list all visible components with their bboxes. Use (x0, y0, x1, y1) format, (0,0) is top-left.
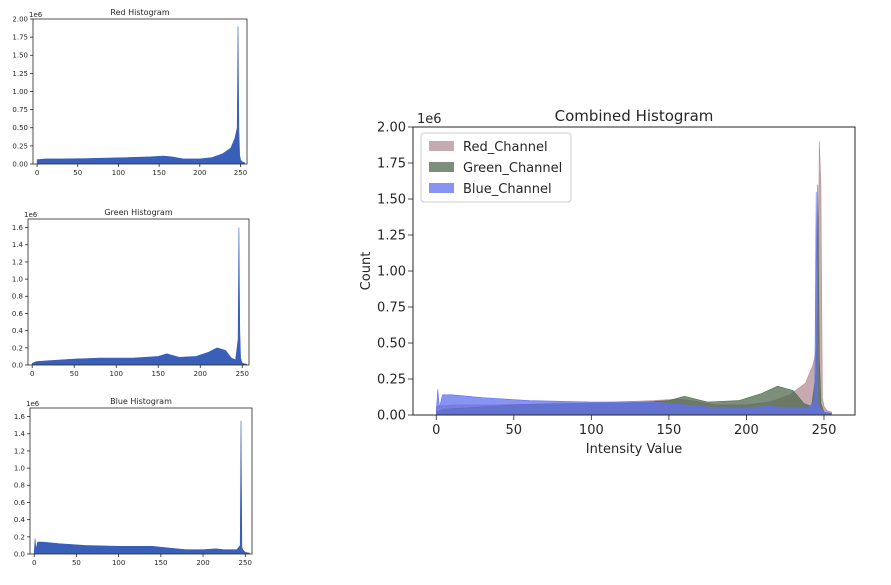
blue-offset-text: 1e6 (26, 400, 40, 408)
combined-xlabel: Intensity Value (586, 442, 682, 457)
blue-xtick-label: 250 (239, 559, 252, 567)
combined-xtick-label: 250 (812, 423, 837, 438)
combined-ytick-label: 1.25 (377, 229, 406, 244)
green-ytick-label: 1.6 (12, 224, 24, 232)
red-series-histogram (36, 26, 245, 164)
red-xtick-label: 0 (35, 169, 39, 177)
combined-series-blue-channel (436, 191, 832, 415)
blue-xtick-label: 200 (196, 559, 209, 567)
blue-xtick-label: 50 (72, 559, 81, 567)
green-xtick-label: 250 (236, 370, 249, 378)
combined-ytick-label: 0.00 (377, 409, 406, 424)
red-xtick-label: 250 (234, 169, 247, 177)
red-plot-area (36, 26, 245, 164)
combined-xtick-label: 200 (734, 423, 759, 438)
combined-legend-swatch (429, 162, 454, 172)
green-offset-text: 1e6 (24, 211, 38, 219)
blue-ytick-label: 1.6 (14, 413, 26, 421)
green-xtick-label: 150 (152, 370, 165, 378)
green-ytick-label: 0.6 (12, 310, 24, 318)
green-ytick-label: 1.0 (12, 276, 23, 284)
green-plot-area (31, 227, 247, 365)
green-series-histogram (31, 227, 247, 365)
combined-xtick-label: 0 (432, 423, 440, 438)
green-xtick-label: 100 (110, 370, 123, 378)
green-ytick-label: 0.4 (12, 327, 24, 335)
green-ytick-label: 0.8 (12, 293, 23, 301)
combined-ytick-label: 2.00 (377, 121, 406, 136)
blue-ytick-label: 1.2 (14, 447, 25, 455)
blue-ytick-label: 0.2 (14, 533, 25, 541)
red-xtick-label: 100 (112, 169, 125, 177)
green-xtick-label: 50 (70, 370, 79, 378)
green-ytick-label: 0.0 (12, 361, 23, 369)
red-ytick-label: 0.25 (12, 142, 28, 150)
red-xtick-label: 150 (152, 169, 165, 177)
combined-xtick-label: 50 (506, 423, 523, 438)
combined-legend-swatch (429, 141, 454, 151)
red-ytick-label: 1.25 (12, 70, 28, 78)
combined-xtick-label: 100 (579, 423, 604, 438)
red-ytick-label: 1.50 (12, 52, 28, 60)
combined-legend-box (420, 132, 572, 203)
red-offset-text: 1e6 (29, 11, 43, 19)
red-ytick-label: 0.75 (12, 106, 28, 114)
red-axes-frame (32, 18, 248, 165)
green-xtick-label: 200 (194, 370, 207, 378)
blue-series-histogram (33, 420, 250, 554)
combined-plot-area (436, 141, 832, 415)
combined-xtick-label: 150 (656, 423, 681, 438)
blue-plot-area (33, 420, 250, 554)
red-ytick-label: 1.75 (12, 34, 28, 42)
blue-ytick-label: 0.0 (14, 550, 25, 558)
combined-ytick-label: 0.25 (377, 373, 406, 388)
red-chart: 0 50 100 150 200 250 0.00 0.25 0.50 0.75 1.00 1.25 1… (12, 8, 248, 177)
combined-offset-text: 1e6 (417, 112, 442, 127)
blue-title: Blue Histogram (110, 397, 172, 406)
combined-ytick-label: 1.75 (377, 157, 406, 172)
combined-legend-label: Red_Channel (463, 140, 548, 155)
combined-ytick-label: 1.00 (377, 265, 406, 280)
green-xtick-label: 0 (30, 370, 34, 378)
green-ytick-label: 0.2 (12, 344, 23, 352)
green-axes-frame (27, 218, 250, 366)
green-ytick-label: 1.2 (12, 258, 23, 266)
combined-ytick-label: 1.50 (377, 193, 406, 208)
combined-legend-label: Blue_Channel (463, 182, 552, 197)
combined-ylabel: Count (359, 252, 374, 291)
combined-ytick-label: 0.50 (377, 337, 406, 352)
combined-legend-swatch (429, 183, 454, 193)
combined-title: Combined Histogram (555, 107, 714, 125)
blue-ytick-label: 1.0 (14, 465, 25, 473)
green-title: Green Histogram (104, 208, 172, 217)
red-ytick-label: 0.50 (12, 124, 28, 132)
red-xtick-label: 50 (73, 169, 82, 177)
combined-series-green-channel (436, 184, 832, 415)
combined-chart: 0 50 100 150 200 250 0.00 0.25 0.50 0.75 1.00 1.25 1… (359, 107, 856, 457)
blue-ytick-label: 0.4 (14, 516, 26, 524)
blue-axes-frame (29, 407, 253, 555)
red-ytick-label: 0.00 (12, 160, 28, 168)
red-ytick-label: 2.00 (12, 15, 28, 23)
green-chart: 0 50 100 150 200 250 0.0 0.2 0.4 0.6 0.8 1.0 1.2 1.4 1… (12, 208, 250, 378)
blue-xtick-label: 0 (32, 559, 36, 567)
blue-xtick-label: 150 (154, 559, 167, 567)
red-xtick-label: 200 (193, 169, 206, 177)
combined-ytick-label: 0.75 (377, 301, 406, 316)
blue-chart: 0 50 100 150 200 250 0.0 0.2 0.4 0.6 0.8 1.0 1.2 1.4 1… (14, 397, 253, 567)
blue-ytick-label: 0.6 (14, 499, 26, 507)
blue-ytick-label: 0.8 (14, 482, 25, 490)
red-title: Red Histogram (110, 8, 169, 17)
green-ytick-label: 1.4 (12, 241, 24, 249)
combined-legend-label: Green_Channel (463, 161, 562, 176)
red-ytick-label: 1.00 (12, 88, 28, 96)
blue-ytick-label: 1.4 (14, 430, 26, 438)
blue-xtick-label: 100 (112, 559, 125, 567)
